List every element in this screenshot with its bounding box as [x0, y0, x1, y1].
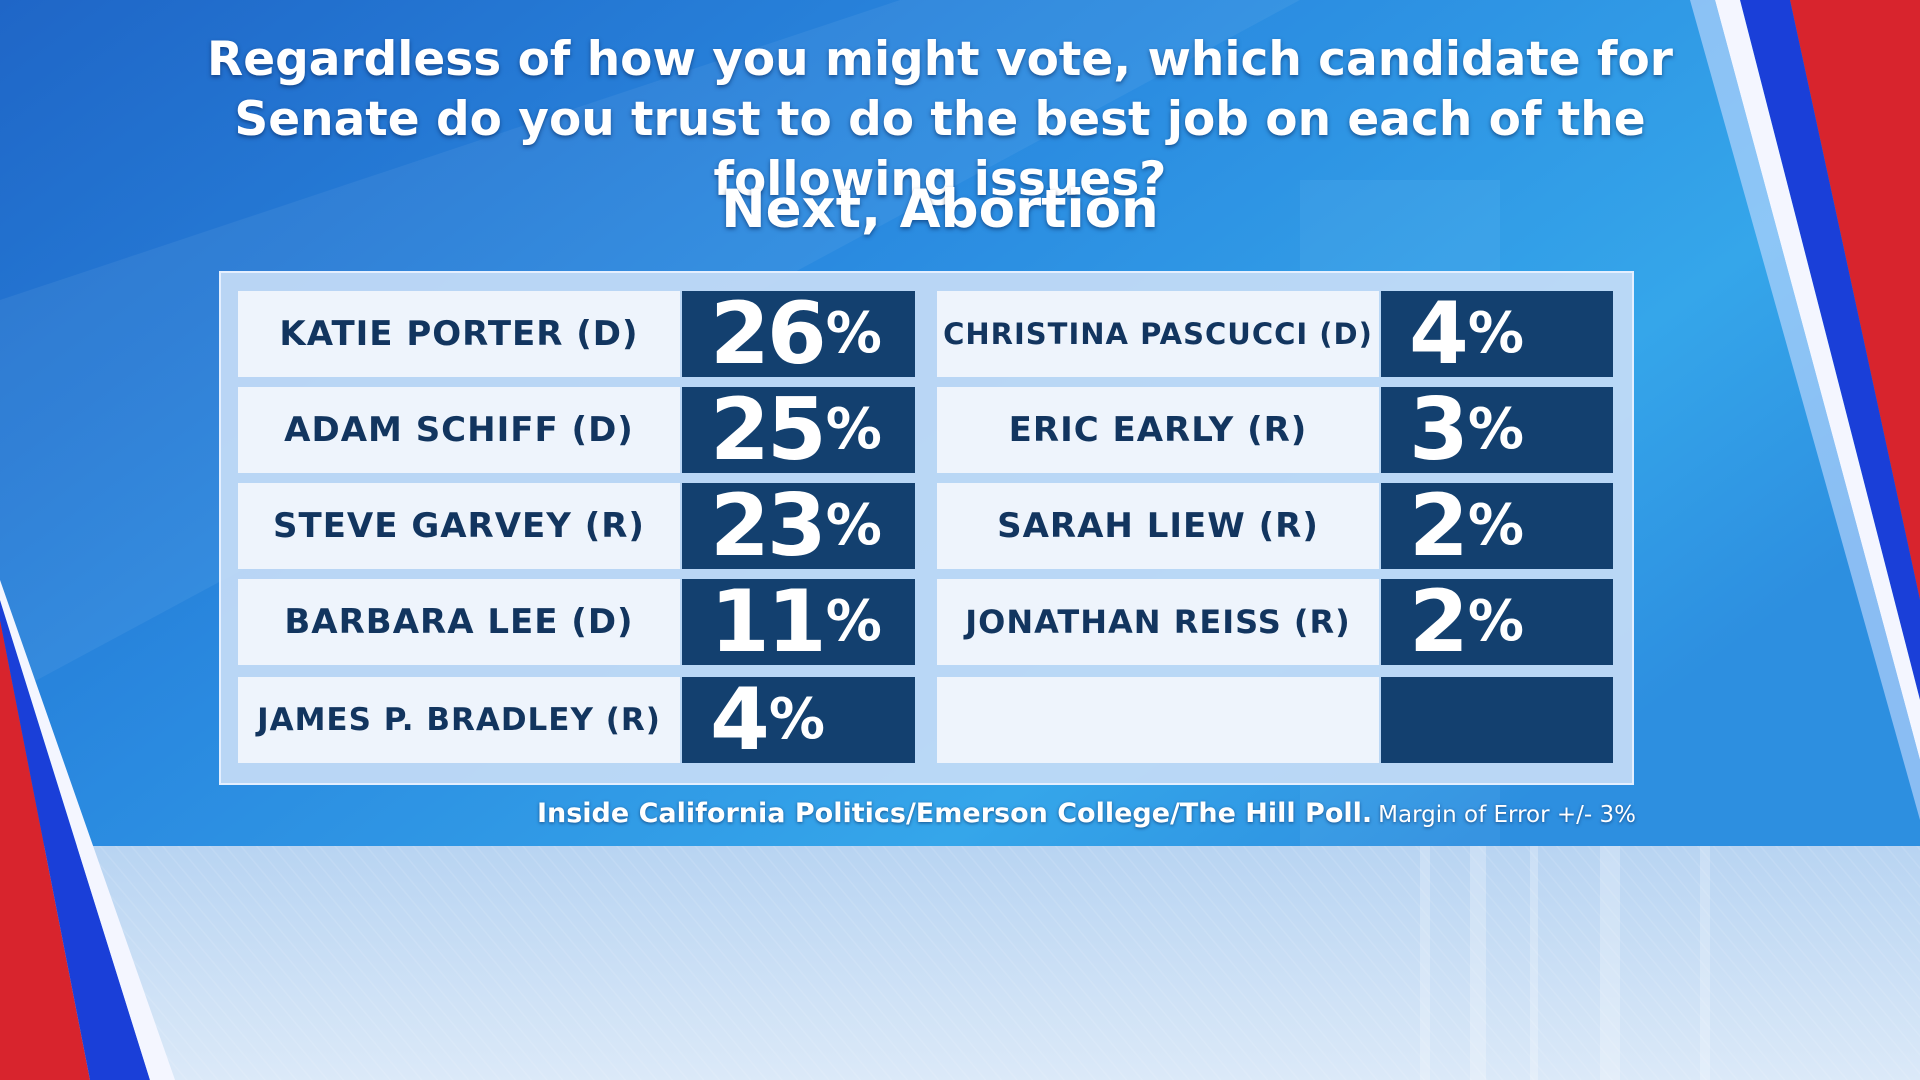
- candidate-name: CHRISTINA PASCUCCI (D): [937, 291, 1379, 377]
- percent-sign: %: [825, 493, 882, 558]
- candidate-name: JONATHAN REISS (R): [937, 579, 1379, 665]
- percent-sign: %: [1467, 493, 1524, 558]
- result-row-bradley: JAMES P. BRADLEY (R) 4%: [238, 677, 915, 763]
- candidate-value: 23%: [682, 483, 915, 569]
- value-number: 26: [710, 284, 827, 384]
- percent-sign: %: [768, 687, 825, 752]
- result-row-schiff: ADAM SCHIFF (D) 25%: [238, 387, 915, 473]
- result-row-liew: SARAH LIEW (R) 2%: [937, 483, 1613, 569]
- percent-sign: %: [1467, 301, 1524, 366]
- result-row-garvey: STEVE GARVEY (R) 23%: [238, 483, 915, 569]
- value-number: 2: [1409, 476, 1469, 576]
- empty-value-cell: [1381, 677, 1613, 763]
- percent-sign: %: [1467, 397, 1524, 462]
- value-number: 23: [710, 476, 827, 576]
- source-credit: Inside California Politics/Emerson Colle…: [537, 798, 1636, 829]
- candidate-name: ERIC EARLY (R): [937, 387, 1379, 473]
- candidate-value: 26%: [682, 291, 915, 377]
- results-board: KATIE PORTER (D) 26% ADAM SCHIFF (D) 25%…: [219, 271, 1634, 785]
- empty-name-cell: [937, 677, 1379, 763]
- candidate-name: SARAH LIEW (R): [937, 483, 1379, 569]
- result-row-pascucci: CHRISTINA PASCUCCI (D) 4%: [937, 291, 1613, 377]
- candidate-value: 2%: [1381, 579, 1613, 665]
- source-name: Inside California Politics/Emerson Colle…: [536, 798, 1373, 829]
- percent-sign: %: [1467, 589, 1524, 654]
- result-row-lee: BARBARA LEE (D) 11%: [238, 579, 915, 665]
- percent-sign: %: [825, 589, 882, 654]
- percent-sign: %: [825, 397, 882, 462]
- candidate-value: 3%: [1381, 387, 1613, 473]
- margin-of-error: Margin of Error +/- 3%: [1378, 802, 1636, 828]
- chart-subtitle: Next, Abortion: [721, 179, 1159, 240]
- result-row-reiss: JONATHAN REISS (R) 2%: [937, 579, 1613, 665]
- candidate-name: JAMES P. BRADLEY (R): [238, 677, 680, 763]
- candidate-name: BARBARA LEE (D): [238, 579, 680, 665]
- candidate-value: 25%: [682, 387, 915, 473]
- value-number: 3: [1409, 380, 1469, 480]
- candidate-value: 2%: [1381, 483, 1613, 569]
- value-number: 11: [710, 572, 827, 672]
- candidate-value: 11%: [682, 579, 915, 665]
- value-number: 25: [710, 380, 827, 480]
- candidate-name: STEVE GARVEY (R): [238, 483, 680, 569]
- candidate-value: 4%: [1381, 291, 1613, 377]
- candidate-name: KATIE PORTER (D): [238, 291, 680, 377]
- result-row-porter: KATIE PORTER (D) 26%: [238, 291, 915, 377]
- percent-sign: %: [825, 301, 882, 366]
- chart-title: Regardless of how you might vote, which …: [207, 32, 1673, 207]
- value-number: 4: [1409, 284, 1469, 384]
- candidate-value: 4%: [682, 677, 915, 763]
- result-row-early: ERIC EARLY (R) 3%: [937, 387, 1613, 473]
- candidate-name: ADAM SCHIFF (D): [238, 387, 680, 473]
- result-row-empty: [937, 677, 1613, 763]
- value-number: 4: [710, 670, 770, 770]
- value-number: 2: [1409, 572, 1469, 672]
